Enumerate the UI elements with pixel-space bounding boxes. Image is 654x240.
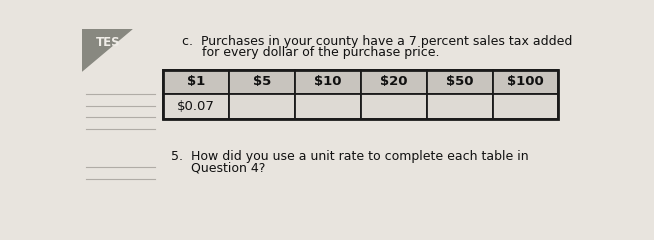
Bar [426,70,492,94]
Text: $0.07: $0.07 [177,100,215,113]
Bar [295,94,361,119]
Text: Question 4?: Question 4? [171,161,266,174]
Text: $5: $5 [253,75,271,88]
Bar [163,94,229,119]
Bar [492,94,559,119]
Text: for every dollar of the purchase price.: for every dollar of the purchase price. [182,46,440,59]
Bar [295,70,361,94]
Text: $100: $100 [507,75,544,88]
Text: $50: $50 [446,75,473,88]
Bar [163,70,229,94]
Text: $1: $1 [187,75,205,88]
Text: TES: TES [95,36,120,49]
Bar [163,70,559,119]
Bar [361,70,426,94]
Bar [426,94,492,119]
Text: 5.  How did you use a unit rate to complete each table in: 5. How did you use a unit rate to comple… [171,150,528,163]
Bar [361,94,426,119]
Text: $10: $10 [314,75,341,88]
Text: c.  Purchases in your county have a 7 percent sales tax added: c. Purchases in your county have a 7 per… [182,35,573,48]
Text: $20: $20 [380,75,407,88]
Bar [229,70,295,94]
Bar [229,94,295,119]
Bar [492,70,559,94]
Polygon shape [82,29,132,71]
